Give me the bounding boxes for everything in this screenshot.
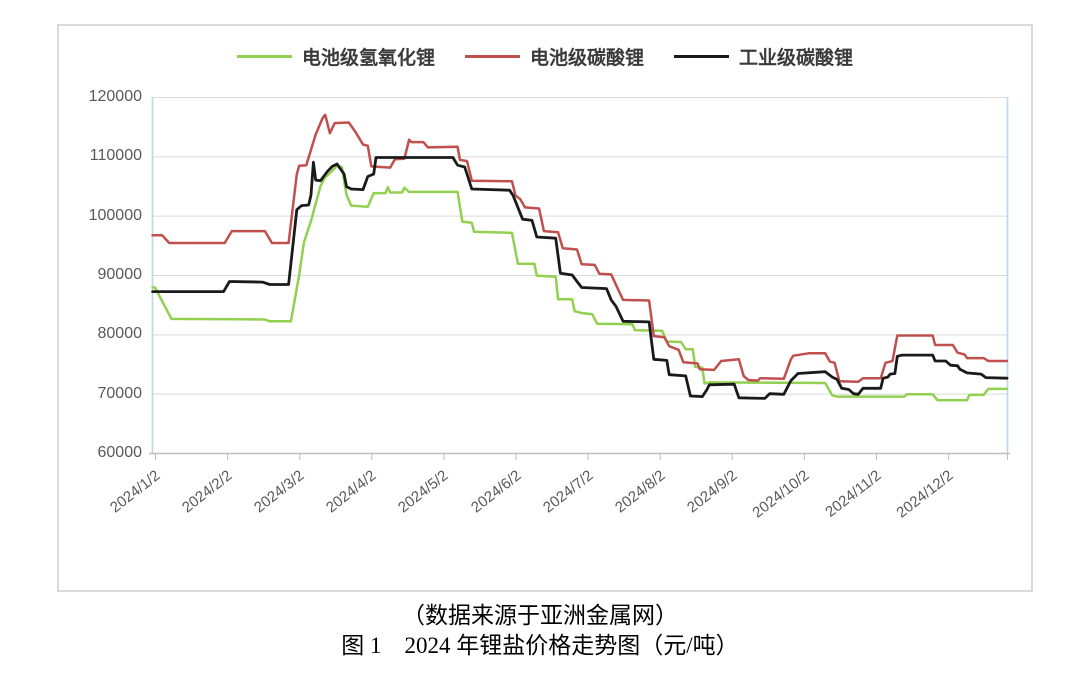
legend-line-swatch — [464, 54, 520, 58]
legend-item-battery-lithium-hydroxide: 电池级氢氧化锂 — [236, 43, 435, 70]
legend-label: 电池级碳酸锂 — [529, 47, 644, 69]
legend-label: 电池级氢氧化锂 — [301, 47, 435, 69]
y-axis-label: 70000 — [97, 384, 143, 402]
y-axis-label: 120000 — [88, 88, 142, 105]
y-axis-label: 60000 — [97, 444, 143, 461]
legend-item-industrial-lithium-carbonate: 工业级碳酸锂 — [674, 43, 853, 70]
legend-line-swatch — [236, 54, 292, 58]
plot-area — [149, 97, 1010, 460]
y-axis-label: 100000 — [88, 206, 142, 224]
series-line-battery-lithium-hydroxide — [151, 164, 1009, 402]
y-axis-label: 80000 — [97, 325, 143, 343]
legend-item-battery-lithium-carbonate: 电池级碳酸锂 — [464, 43, 644, 70]
y-axis-label: 90000 — [97, 266, 143, 283]
caption-data-source: （数据来源于亚洲金属网） — [402, 603, 678, 628]
chart-container: 电池级氢氧化锂 电池级碳酸锂 工业级碳酸锂 120000 110000 100000 90… — [57, 24, 1033, 592]
legend-line-swatch — [674, 54, 729, 58]
series-line-industrial-lithium-carbonate — [151, 156, 1009, 400]
legend-label: 工业级碳酸锂 — [739, 47, 854, 69]
series-line-battery-lithium-carbonate — [151, 113, 1009, 384]
y-axis-label: 110000 — [89, 147, 142, 165]
chart-legend: 电池级氢氧化锂 电池级碳酸锂 工业级碳酸锂 — [59, 36, 1031, 76]
caption-figure-title: 图 1 2024 年锂盐价格走势图（元/吨） — [341, 633, 739, 658]
